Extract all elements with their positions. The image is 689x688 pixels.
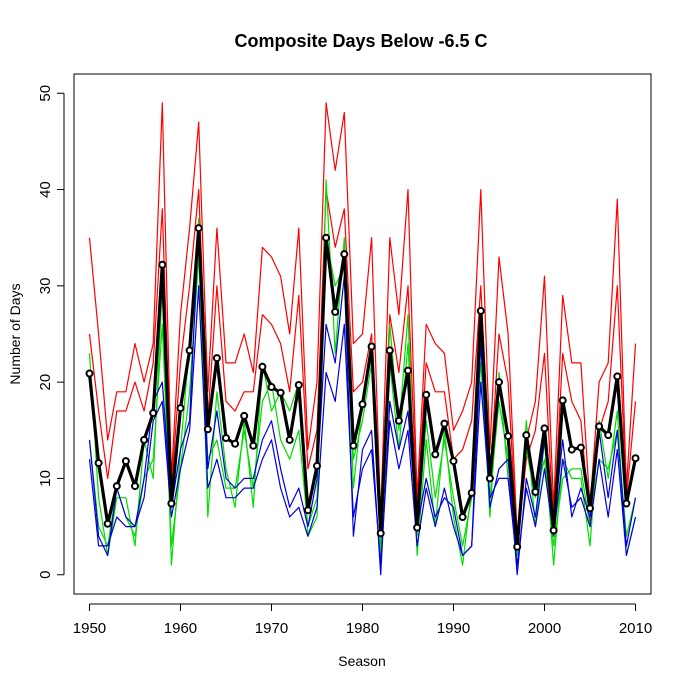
marker-layer [85,224,640,551]
data-point [549,526,558,535]
data-point [294,381,303,389]
data-point [240,411,249,420]
data-point [631,454,640,463]
x-tick-label: 1950 [73,620,106,637]
x-tick-label: 2010 [619,620,652,637]
data-point [358,400,367,409]
data-point [485,474,494,483]
data-point [404,366,412,375]
data-point [85,369,94,378]
data-point [276,388,285,397]
data-point [367,342,376,351]
data-point [385,346,394,355]
data-point [467,488,476,497]
data-point [131,482,139,491]
data-point [267,383,276,391]
data-point [349,441,358,450]
x-tick-label: 1990 [437,620,470,637]
data-point [440,419,449,428]
data-point [595,422,604,431]
data-point [322,233,331,242]
data-point [331,307,340,316]
data-point [313,461,321,470]
x-axis-label: Season [338,653,385,669]
data-point [94,459,103,467]
data-point [376,529,385,538]
data-point [158,260,167,269]
y-axis-label: Number of Days [7,283,23,384]
data-point [458,513,467,521]
data-point [140,435,149,444]
data-point [504,432,513,441]
data-point [522,431,531,440]
data-point [231,439,240,448]
data-point [185,346,194,355]
plot-frame [73,73,652,595]
data-point [212,354,221,363]
data-point [413,523,422,532]
data-point [121,457,130,466]
data-point [449,457,458,466]
data-point [567,445,576,454]
data-point [103,519,112,528]
data-point [622,499,631,508]
data-point [613,372,622,381]
y-tick-label: 30 [37,278,54,295]
chart-title: Composite Days Below -6.5 C [234,31,487,51]
y-tick-label: 10 [37,470,54,487]
data-point [176,404,185,413]
data-point [285,435,294,444]
data-point [149,409,158,417]
y-tick-label: 50 [37,85,54,102]
data-point [604,431,613,440]
axes-layer: 1950 1960 1970 1980 1990 2000 2010 0 10 20 30 40 50 [37,85,652,637]
data-point [586,504,594,513]
data-point [558,396,567,405]
data-point [203,425,212,434]
data-point [112,482,121,491]
y-tick-label: 0 [37,571,54,579]
data-point [249,441,258,450]
data-point [258,362,267,371]
data-point [513,542,522,551]
data-point [303,506,312,515]
x-tick-label: 1960 [164,620,197,637]
data-point [222,434,230,442]
data-point [394,416,403,425]
y-tick-label: 20 [37,374,54,391]
data-point [340,250,349,259]
y-tick-label: 40 [37,181,54,198]
data-point [194,224,203,233]
data-point [576,443,585,452]
x-tick-label: 2000 [528,620,561,637]
data-point [495,378,503,387]
x-tick-label: 1970 [255,620,288,637]
series-line-1 [88,102,637,537]
data-point [422,390,431,399]
data-point [167,499,176,508]
data-point [540,424,549,433]
data-point [476,306,485,315]
data-point [431,450,440,459]
data-point [531,487,540,496]
series-line-2 [88,189,637,547]
x-tick-label: 1980 [346,620,379,637]
series-line-6 [88,285,637,566]
